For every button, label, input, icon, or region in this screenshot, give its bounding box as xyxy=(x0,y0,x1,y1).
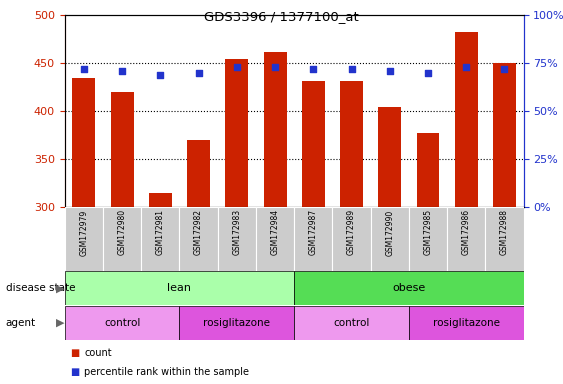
Bar xyxy=(447,207,485,271)
Bar xyxy=(141,207,180,271)
Text: GSM172987: GSM172987 xyxy=(309,209,318,255)
Point xyxy=(347,66,356,72)
Text: GSM172980: GSM172980 xyxy=(118,209,127,255)
Text: obese: obese xyxy=(392,283,426,293)
Text: GSM172985: GSM172985 xyxy=(423,209,432,255)
Point xyxy=(156,72,165,78)
Bar xyxy=(294,207,332,271)
Point xyxy=(271,64,280,70)
Bar xyxy=(256,207,294,271)
Text: GSM172982: GSM172982 xyxy=(194,209,203,255)
Text: GSM172981: GSM172981 xyxy=(156,209,165,255)
Text: GSM172988: GSM172988 xyxy=(500,209,509,255)
Text: agent: agent xyxy=(6,318,36,328)
Text: GSM172979: GSM172979 xyxy=(79,209,88,255)
Bar xyxy=(65,271,294,305)
Text: GSM172989: GSM172989 xyxy=(347,209,356,255)
Bar xyxy=(187,140,210,207)
Text: GDS3396 / 1377100_at: GDS3396 / 1377100_at xyxy=(204,10,359,23)
Text: control: control xyxy=(333,318,370,328)
Bar xyxy=(417,134,440,207)
Text: ▶: ▶ xyxy=(56,283,65,293)
Bar xyxy=(340,81,363,207)
Bar xyxy=(332,207,370,271)
Bar xyxy=(180,306,294,340)
Point xyxy=(500,66,509,72)
Bar xyxy=(103,207,141,271)
Text: GSM172986: GSM172986 xyxy=(462,209,471,255)
Bar xyxy=(149,193,172,207)
Bar xyxy=(263,52,287,207)
Bar xyxy=(455,32,477,207)
Bar xyxy=(409,306,524,340)
Point xyxy=(462,64,471,70)
Text: control: control xyxy=(104,318,140,328)
Text: count: count xyxy=(84,348,112,358)
Bar xyxy=(180,207,218,271)
Text: lean: lean xyxy=(167,283,191,293)
Text: GSM172984: GSM172984 xyxy=(271,209,280,255)
Point xyxy=(79,66,88,72)
Point xyxy=(385,68,394,74)
Bar xyxy=(65,306,180,340)
Text: percentile rank within the sample: percentile rank within the sample xyxy=(84,367,249,377)
Bar xyxy=(110,92,133,207)
Text: GSM172983: GSM172983 xyxy=(233,209,242,255)
Point xyxy=(118,68,127,74)
Text: GSM172990: GSM172990 xyxy=(385,209,394,255)
Text: rosiglitazone: rosiglitazone xyxy=(203,318,270,328)
Text: disease state: disease state xyxy=(6,283,75,293)
Point xyxy=(194,70,203,76)
Point xyxy=(423,70,432,76)
Bar xyxy=(302,81,325,207)
Bar xyxy=(225,59,248,207)
Point xyxy=(233,64,242,70)
Bar xyxy=(294,306,409,340)
Bar xyxy=(493,63,516,207)
Text: ▶: ▶ xyxy=(56,318,65,328)
Text: rosiglitazone: rosiglitazone xyxy=(433,318,500,328)
Bar xyxy=(73,78,95,207)
Text: ■: ■ xyxy=(70,348,79,358)
Bar xyxy=(294,271,524,305)
Bar xyxy=(65,207,103,271)
Bar xyxy=(378,107,401,207)
Bar xyxy=(218,207,256,271)
Bar xyxy=(370,207,409,271)
Point xyxy=(309,66,318,72)
Bar xyxy=(409,207,447,271)
Text: ■: ■ xyxy=(70,367,79,377)
Bar xyxy=(485,207,524,271)
